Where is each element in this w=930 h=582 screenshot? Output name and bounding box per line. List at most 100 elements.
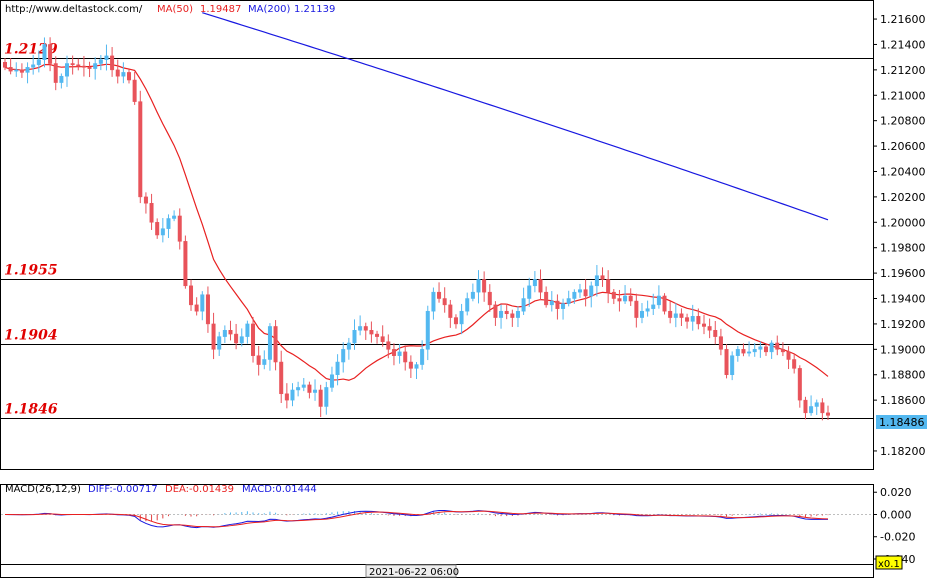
candle-body [200,294,205,312]
candle-body [420,349,425,365]
candle-body [465,298,470,312]
time-label-box [365,564,457,578]
candle-body [690,316,695,322]
price-tick-label: 1.21600 [880,13,926,26]
candle-body [701,323,706,327]
candle-body [724,349,729,375]
ma50-layer [4,63,829,381]
ma200-line [202,12,829,221]
candle-body [510,313,515,318]
candle-body [499,310,504,318]
candle-body [358,326,363,331]
candle-body [662,295,667,312]
candle-body [583,289,588,297]
candle-body [707,326,712,331]
candle-body [121,72,126,77]
candle-body [341,349,346,363]
candle-body [386,341,391,350]
level-label: 1.1955 [4,263,58,279]
candle-body [36,59,41,66]
macd-dea: DEA:-0.01439 [165,484,234,495]
macd-diff: DIFF:-0.00717 [88,484,158,495]
candle-body [730,355,735,375]
candle-body [301,384,306,388]
candle-body [521,298,526,312]
candle-body [31,64,36,68]
candle-body [189,285,194,306]
candle-body [217,336,222,350]
candle-body [544,291,549,306]
candle-body [14,69,19,72]
candle-body [532,279,537,287]
price-tick-label: 1.21200 [880,64,926,77]
candle-body [104,55,109,60]
price-tick-label: 1.19600 [880,267,926,280]
candle-body [25,67,30,73]
candle-body [594,275,599,287]
candle-body [437,291,442,299]
candle-body [262,359,267,365]
candle-body [194,304,199,312]
macd-tick-label: 0.020 [880,486,912,499]
candle-body [752,349,757,353]
candle-body [459,310,464,325]
candle-body [245,323,250,337]
candle-body [820,402,825,414]
candle-body [70,63,75,66]
candle-body [267,326,272,360]
candle-body [493,304,498,318]
time-label: 2021-06-22 06:00 [369,567,459,578]
ma200-label: MA(200) [248,4,290,15]
price-tick-label: 1.21400 [880,38,926,51]
candle-body [155,222,160,236]
candle-body [515,310,520,318]
candle-body [600,275,605,280]
candle-body [826,412,830,416]
candle-body [408,361,413,369]
candle-body [290,389,295,401]
candle-body [504,310,509,315]
candle-body [132,79,137,102]
candle-body [769,342,774,353]
price-tick-label: 1.19000 [880,343,926,356]
macd-tick-label: 0.000 [880,508,912,521]
candle-body [606,279,611,293]
candle-body [651,304,656,309]
zoom-label[interactable]: x0.1 [878,559,900,570]
candle-body [93,63,98,69]
macd-dea-line [4,510,829,528]
candle-body [65,63,70,77]
candle-body [48,44,53,64]
candle-body [138,101,143,198]
candle-body [809,406,814,414]
candle-body [634,300,639,318]
candle-body [453,317,458,325]
candle-body [380,336,385,342]
price-tick-label: 1.19800 [880,242,926,255]
price-panel-frame [0,0,874,470]
candle-body [639,310,644,318]
candle-body [183,241,188,287]
candle-body [803,399,808,414]
candle-body [414,364,419,369]
candle-body [679,313,684,318]
candle-body [555,300,560,309]
candle-body [482,279,487,293]
candle-body [149,202,154,223]
candle-body [363,326,368,331]
price-tick-label: 1.19200 [880,318,926,331]
candle-body [476,279,481,293]
price-axis: 1.21600 1.21400 1.21200 1.21000 1.20800 1.206… [873,13,926,458]
candle-body [375,333,380,337]
candle-body [397,351,402,356]
candle-body [307,384,312,393]
candle-body [256,355,261,365]
candle-body [335,361,340,375]
candle-body [98,59,103,64]
candle-body [239,336,244,344]
zoom-badge[interactable] [875,555,903,570]
source-url[interactable]: http://www.deltastock.com/ [5,4,143,15]
candle-body [127,72,132,81]
